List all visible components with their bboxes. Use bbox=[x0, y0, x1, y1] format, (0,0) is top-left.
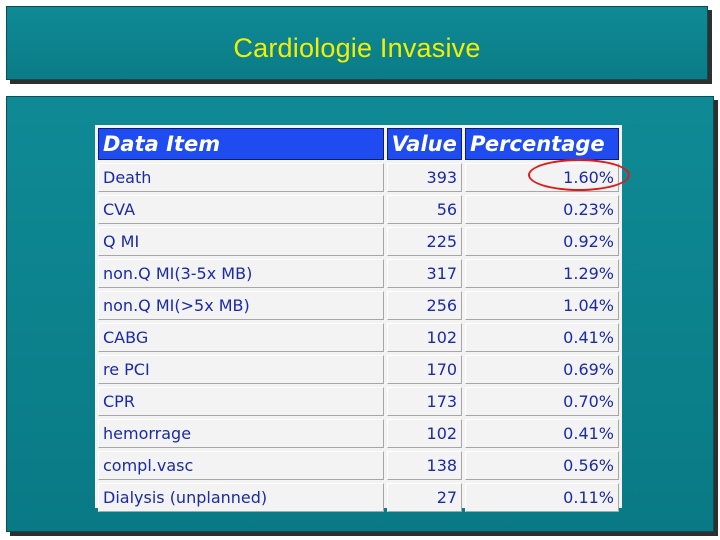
cell-percentage: 0.70% bbox=[465, 387, 619, 416]
table-row: CVA 56 0.23% bbox=[98, 195, 619, 224]
cell-item: Death bbox=[98, 163, 384, 192]
cell-percentage: 0.41% bbox=[465, 323, 619, 352]
cell-percentage-text: 1.60% bbox=[563, 168, 614, 187]
cell-value: 102 bbox=[386, 419, 463, 448]
table-row: Death 393 1.60% bbox=[98, 159, 631, 192]
cell-value: 256 bbox=[386, 291, 463, 320]
cell-percentage: 0.41% bbox=[465, 419, 619, 448]
data-table: Data Item Value Percentage Death 393 1.6… bbox=[95, 125, 631, 515]
header-data-item: Data Item bbox=[98, 128, 384, 160]
cell-item: non.Q MI(>5x MB) bbox=[98, 291, 384, 320]
cell-percentage: 0.23% bbox=[465, 195, 619, 224]
cell-item: CPR bbox=[98, 387, 384, 416]
cell-percentage: 0.92% bbox=[465, 227, 619, 256]
table-row: CPR 173 0.70% bbox=[98, 387, 619, 416]
cell-item: compl.vasc bbox=[98, 451, 384, 480]
table-row: non.Q MI(3-5x MB) 317 1.29% bbox=[98, 259, 619, 288]
cell-value: 56 bbox=[386, 195, 463, 224]
table-row: compl.vasc 138 0.56% bbox=[98, 451, 619, 480]
cell-item: Q MI bbox=[98, 227, 384, 256]
cell-value: 27 bbox=[386, 483, 463, 512]
cell-item: CABG bbox=[98, 323, 384, 352]
cell-percentage: 0.11% bbox=[465, 483, 619, 512]
cell-item: re PCI bbox=[98, 355, 384, 384]
title-panel: Cardiologie Invasive bbox=[6, 6, 708, 80]
table-header-row: Data Item Value Percentage bbox=[98, 128, 619, 160]
slide-title: Cardiologie Invasive bbox=[233, 33, 481, 63]
cell-value: 102 bbox=[386, 323, 463, 352]
cell-percentage: 1.29% bbox=[465, 259, 619, 288]
cell-item: non.Q MI(3-5x MB) bbox=[98, 259, 384, 288]
data-table-container: Data Item Value Percentage Death 393 1.6… bbox=[95, 125, 631, 512]
table-row: CABG 102 0.41% bbox=[98, 323, 619, 352]
cell-percentage: 1.04% bbox=[465, 291, 619, 320]
cell-item: CVA bbox=[98, 195, 384, 224]
cell-value: 173 bbox=[386, 387, 463, 416]
cell-percentage: 0.56% bbox=[465, 451, 619, 480]
cell-value: 138 bbox=[386, 451, 463, 480]
cell-percentage: 0.69% bbox=[465, 355, 619, 384]
table-row: re PCI 170 0.69% bbox=[98, 355, 619, 384]
table-row: non.Q MI(>5x MB) 256 1.04% bbox=[98, 291, 619, 320]
header-percentage: Percentage bbox=[465, 128, 619, 160]
cell-value: 317 bbox=[386, 259, 463, 288]
cell-item: Dialysis (unplanned) bbox=[98, 483, 384, 512]
cell-value: 225 bbox=[386, 227, 463, 256]
cell-percentage: 1.60% bbox=[465, 159, 631, 192]
cell-item: hemorrage bbox=[98, 419, 384, 448]
table-row: Dialysis (unplanned) 27 0.11% bbox=[98, 483, 619, 512]
cell-value: 170 bbox=[386, 355, 463, 384]
cell-value: 393 bbox=[386, 163, 463, 192]
table-row: Q MI 225 0.92% bbox=[98, 227, 619, 256]
header-value: Value bbox=[386, 128, 463, 160]
table-row: hemorrage 102 0.41% bbox=[98, 419, 619, 448]
